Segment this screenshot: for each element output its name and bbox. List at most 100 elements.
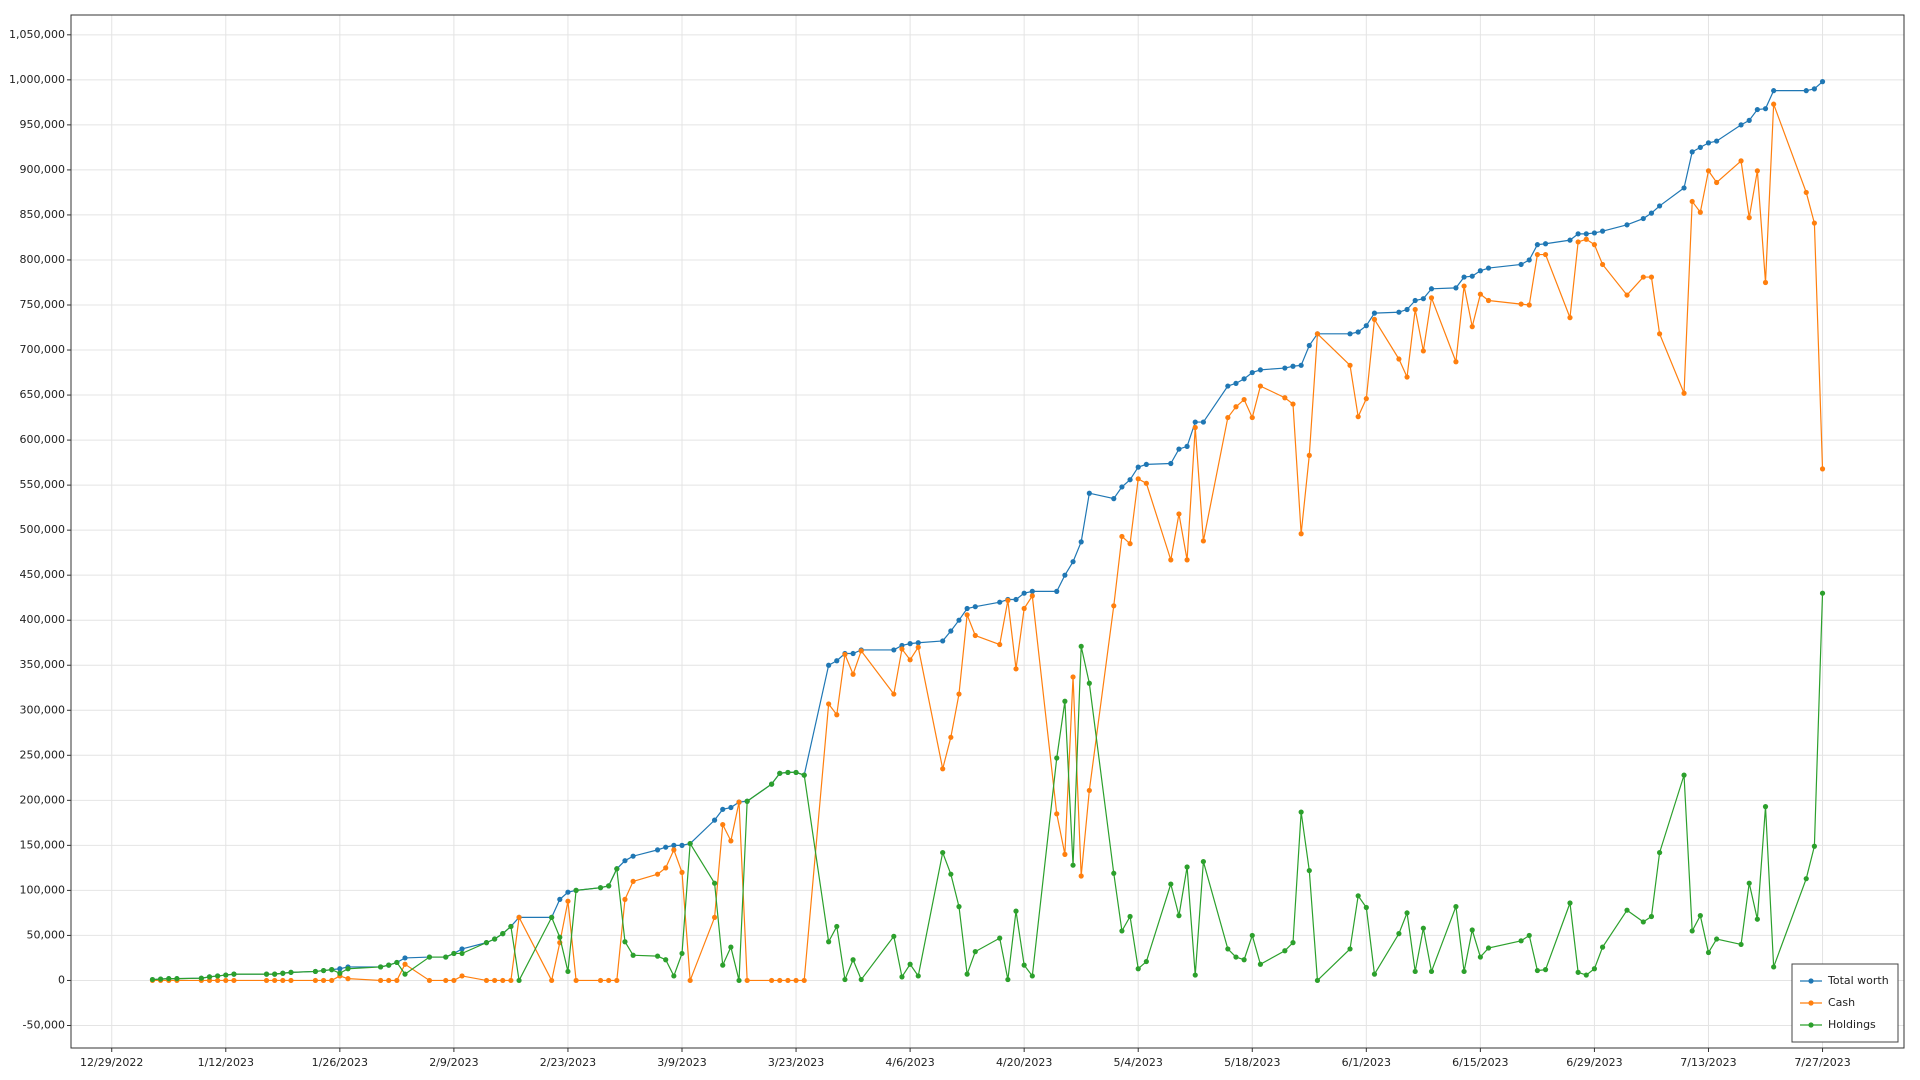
y-tick-label: 250,000 <box>20 748 66 761</box>
data-point <box>858 648 864 654</box>
data-point <box>377 977 384 984</box>
data-point <box>1705 168 1712 174</box>
x-tick-label: 12/29/2022 <box>80 1056 143 1069</box>
data-point <box>711 817 718 823</box>
data-point <box>1021 605 1027 612</box>
x-tick-label: 2/23/2023 <box>540 1056 596 1069</box>
data-point <box>1249 932 1255 939</box>
data-point <box>1453 904 1459 910</box>
data-point <box>1200 858 1206 865</box>
data-point <box>1396 931 1402 937</box>
data-point <box>1306 342 1312 349</box>
data-point <box>1428 286 1435 292</box>
data-point <box>1461 274 1467 280</box>
x-tick-label: 1/26/2023 <box>312 1056 368 1069</box>
data-point <box>1453 359 1459 365</box>
data-point <box>671 973 677 979</box>
data-point <box>687 977 693 984</box>
data-point <box>614 977 620 984</box>
data-point <box>1762 804 1769 810</box>
data-point <box>1404 374 1410 380</box>
data-point <box>1314 331 1321 337</box>
legend-label: Total worth <box>1827 974 1889 987</box>
data-point <box>1485 297 1492 304</box>
data-point <box>1005 976 1011 983</box>
data-point <box>1363 396 1369 402</box>
data-point <box>1771 88 1777 94</box>
data-point <box>948 628 954 634</box>
data-point <box>850 650 856 657</box>
data-point <box>606 977 612 984</box>
y-tick-label: 600,000 <box>20 433 66 446</box>
data-point <box>1062 572 1068 578</box>
data-point <box>1624 222 1630 228</box>
data-point <box>1176 446 1182 452</box>
data-point <box>997 599 1003 605</box>
data-point <box>1078 539 1084 545</box>
data-point <box>1575 231 1581 237</box>
y-tick-label: 500,000 <box>20 523 66 536</box>
data-point <box>1542 967 1549 973</box>
data-point <box>1811 220 1817 226</box>
data-point <box>394 977 400 984</box>
data-point <box>508 923 514 930</box>
data-point <box>679 842 685 848</box>
data-point <box>711 914 718 921</box>
data-point <box>1290 363 1296 369</box>
data-point <box>166 976 172 982</box>
y-tick-label: 350,000 <box>20 658 66 671</box>
data-point <box>964 612 970 618</box>
data-point <box>1746 880 1752 886</box>
data-point <box>1143 480 1149 486</box>
data-point <box>801 772 807 778</box>
data-point <box>997 935 1003 941</box>
data-point <box>223 972 229 978</box>
data-point <box>1086 490 1092 496</box>
data-point <box>654 953 661 959</box>
data-point <box>1371 310 1378 316</box>
data-point <box>1119 928 1125 934</box>
grid <box>71 15 1904 1048</box>
data-point <box>1127 541 1133 547</box>
data-point <box>1135 476 1141 482</box>
data-point <box>1762 279 1769 286</box>
data-point <box>915 640 921 646</box>
data-point <box>1249 414 1255 421</box>
data-point <box>850 957 856 963</box>
data-point <box>826 701 832 707</box>
y-tick-label: 0 <box>58 973 65 986</box>
y-tick-label: 850,000 <box>20 208 66 221</box>
data-point <box>1363 323 1369 329</box>
data-point <box>891 691 897 697</box>
data-point <box>1534 967 1540 974</box>
data-point <box>1420 348 1426 354</box>
data-point <box>1526 932 1532 939</box>
data-point <box>1013 596 1019 603</box>
data-point <box>671 842 677 848</box>
data-point <box>1599 228 1606 234</box>
data-point <box>1355 893 1361 899</box>
data-point <box>1599 261 1606 268</box>
data-point <box>1681 772 1687 778</box>
data-point <box>1697 913 1703 919</box>
data-point <box>1518 301 1524 307</box>
data-point <box>720 822 726 828</box>
data-point <box>630 878 636 884</box>
data-point <box>1127 913 1133 920</box>
y-tick-label: 150,000 <box>20 838 66 851</box>
data-point <box>1469 927 1475 933</box>
data-point <box>1282 365 1288 371</box>
data-point <box>1168 881 1174 887</box>
data-point <box>1005 597 1011 603</box>
data-point <box>508 977 514 984</box>
data-point <box>834 923 840 930</box>
data-point <box>720 962 726 968</box>
data-point <box>964 605 970 612</box>
data-point <box>948 871 954 877</box>
data-point <box>972 604 978 610</box>
data-point <box>1599 944 1606 950</box>
x-tick-label: 4/20/2023 <box>996 1056 1052 1069</box>
data-point <box>516 977 522 984</box>
data-point <box>500 977 506 984</box>
data-point <box>1298 531 1304 537</box>
